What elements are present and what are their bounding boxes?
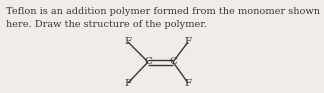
- Text: here. Draw the structure of the polymer.: here. Draw the structure of the polymer.: [6, 20, 207, 29]
- Text: F: F: [124, 78, 132, 88]
- Text: C: C: [144, 57, 152, 66]
- Text: C: C: [169, 57, 177, 66]
- Text: F: F: [124, 37, 132, 46]
- Text: F: F: [184, 37, 191, 46]
- Text: Teflon is an addition polymer formed from the monomer shown: Teflon is an addition polymer formed fro…: [6, 7, 320, 16]
- Text: F: F: [184, 78, 191, 88]
